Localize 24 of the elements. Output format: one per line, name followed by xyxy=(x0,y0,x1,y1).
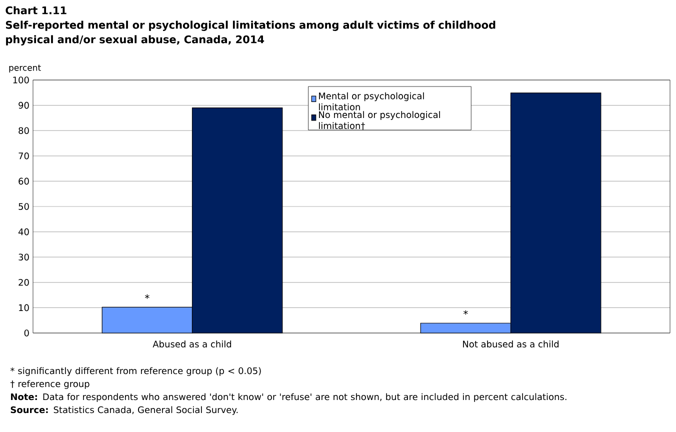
legend-label: No mental or psychological limitation† xyxy=(318,111,440,130)
chart-title: Chart 1.11 xyxy=(6,6,66,14)
text: Note: Data for respondents who answered 'don't know' or 'refuse' are not shown, but are included in percent calculations. xyxy=(11,393,566,402)
y-tick-label: 50 xyxy=(18,203,29,210)
chart-subtitle: Self-reported mental or psychological limitations among adult victims of childhood physical and/or sexual abuse, Canada, 2014 xyxy=(6,20,496,46)
y-tick-label: 10 xyxy=(19,304,29,312)
y-tick-label: 70 xyxy=(18,152,29,160)
y-tick-label: 40 xyxy=(18,228,29,236)
y-tick-label: 30 xyxy=(18,254,29,260)
y-tick-label: 20 xyxy=(18,278,29,286)
legend-label: Mental or psychological limitation xyxy=(318,92,424,110)
y-tick-label: 90 xyxy=(18,102,29,109)
y-axis-title: percent xyxy=(9,64,41,72)
y-tick-label: 0 xyxy=(24,330,29,336)
x-tick-label: Abused as a child xyxy=(152,340,232,348)
data-label: * xyxy=(463,310,468,315)
data-label: * xyxy=(144,294,150,299)
text: Source: Statistics Canada, General Social Survey. xyxy=(10,406,238,415)
x-tick-label: Not abused as a child xyxy=(463,340,559,348)
y-tick-label: 60 xyxy=(18,178,29,185)
text: * significantly different from reference group (p < 0.05) xyxy=(10,367,261,376)
y-tick-label: 80 xyxy=(18,127,29,134)
y-tick-label: 100 xyxy=(13,76,29,84)
text: † reference group xyxy=(10,380,90,389)
